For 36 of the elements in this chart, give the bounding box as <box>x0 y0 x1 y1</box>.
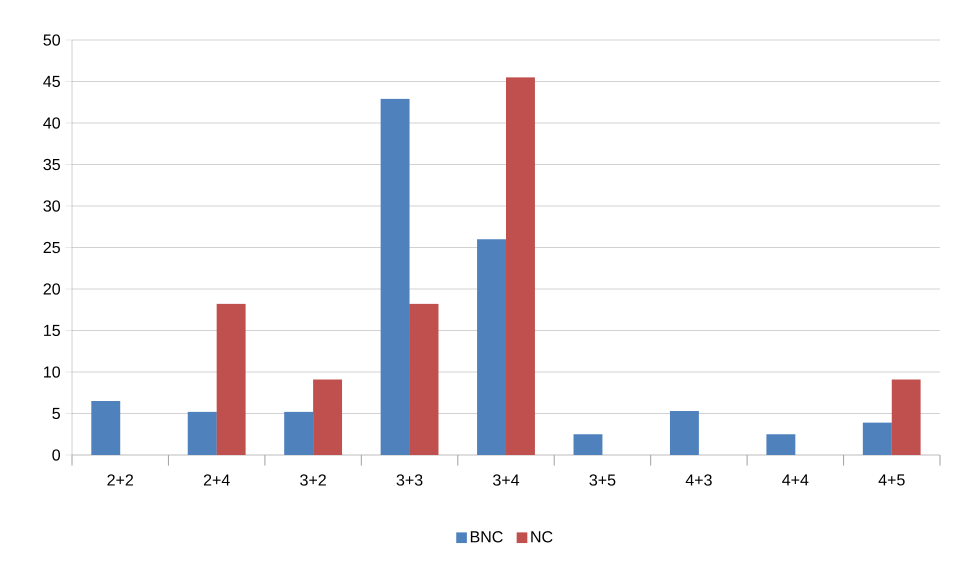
y-tick-label: 40 <box>43 117 60 129</box>
y-tick-label: 25 <box>44 242 60 254</box>
y-tick-label: 50 <box>43 34 60 46</box>
bar <box>216 304 246 455</box>
bar <box>380 98 410 455</box>
bar <box>91 401 120 455</box>
x-tick-label: 4+3 <box>686 474 712 486</box>
bar <box>410 304 438 455</box>
bar <box>477 239 506 455</box>
x-tick-label: 3+5 <box>589 474 616 486</box>
bar <box>892 379 921 455</box>
y-tick-label: 15 <box>44 324 60 336</box>
bar <box>766 434 796 455</box>
x-tick-label: 3+2 <box>300 474 326 486</box>
x-tick-label: 2+4 <box>204 474 230 486</box>
bar <box>862 422 892 455</box>
legend-label: BNC <box>470 531 503 542</box>
bar <box>574 434 602 455</box>
x-tick-label: 4+5 <box>878 474 905 486</box>
legend-label: NC <box>531 531 552 542</box>
x-tick-label: 3+4 <box>493 474 520 486</box>
x-tick-label: 2+2 <box>107 474 133 486</box>
bar <box>313 379 342 455</box>
y-tick-label: 35 <box>43 158 60 170</box>
y-tick-label: 45 <box>43 76 60 88</box>
bar <box>670 411 699 455</box>
x-tick-label: 4+4 <box>782 474 808 486</box>
bar <box>188 412 217 455</box>
bar <box>506 77 535 455</box>
y-tick-label: 0 <box>52 449 60 461</box>
bar <box>284 412 314 455</box>
y-tick-label: 5 <box>52 408 60 420</box>
y-tick-label: 30 <box>43 200 60 212</box>
x-tick-label: 3+3 <box>396 474 422 486</box>
y-tick-label: 20 <box>44 283 60 295</box>
y-tick-label: 10 <box>44 366 60 378</box>
